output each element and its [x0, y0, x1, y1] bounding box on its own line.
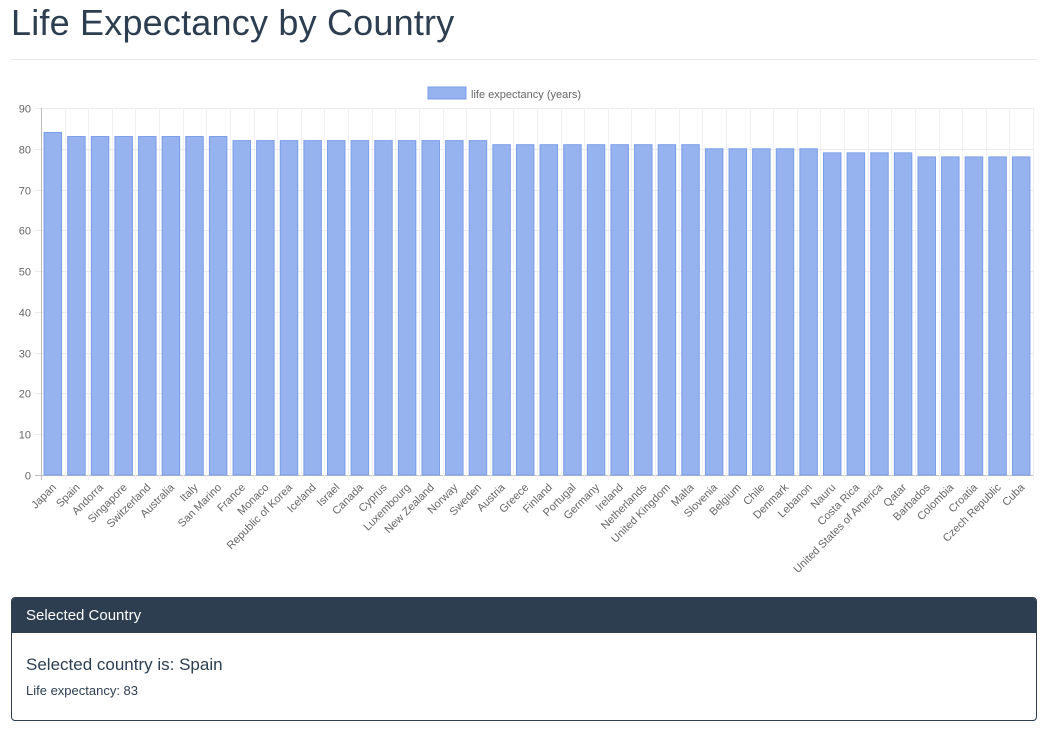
y-tick-label: 0 [25, 471, 31, 483]
bar-iceland[interactable] [303, 140, 322, 476]
bar-malta[interactable] [681, 144, 700, 476]
bar-cyprus[interactable] [374, 140, 393, 476]
bar-japan[interactable] [43, 131, 63, 476]
bar-slovenia[interactable] [704, 148, 724, 476]
y-tick-label: 30 [19, 349, 31, 361]
bar-germany[interactable] [586, 144, 606, 476]
selected-country-panel: Selected Country Selected country is: Sp… [11, 597, 1037, 721]
bar-czech-republic[interactable] [988, 156, 1007, 476]
bar-israel[interactable] [327, 140, 346, 476]
bar-andorra[interactable] [90, 136, 110, 476]
bar-barbados[interactable] [917, 156, 936, 476]
bar-ireland[interactable] [610, 144, 629, 476]
bar-cuba[interactable] [1011, 156, 1031, 476]
bar-chile[interactable] [752, 148, 771, 476]
y-tick-label: 90 [19, 104, 31, 116]
panel-heading: Selected Country [12, 598, 1036, 633]
bar-austria[interactable] [492, 144, 511, 476]
y-tick-label: 10 [19, 430, 31, 442]
bar-san-marino[interactable] [208, 136, 228, 476]
life-expectancy-bar-chart[interactable]: 0102030405060708090JapanSpainAndorraSing… [0, 0, 1050, 590]
legend-swatch[interactable] [427, 86, 467, 100]
bar-croatia[interactable] [964, 156, 984, 476]
bar-new-zealand[interactable] [421, 140, 440, 476]
bar-canada[interactable] [350, 140, 370, 476]
bar-luxembourg[interactable] [397, 140, 417, 476]
panel-body: Selected country is: Spain Life expectan… [12, 633, 1036, 711]
bar-spain[interactable] [67, 136, 86, 476]
bar-france[interactable] [232, 140, 252, 476]
legend-label[interactable]: life expectancy (years) [471, 89, 581, 101]
y-tick-label: 40 [19, 308, 31, 320]
bar-norway[interactable] [445, 140, 464, 476]
bar-portugal[interactable] [563, 144, 582, 476]
bar-nauru[interactable] [823, 152, 842, 476]
x-tick-label: Japan [29, 482, 59, 512]
bar-belgium[interactable] [728, 148, 748, 476]
y-tick-label: 70 [19, 186, 31, 198]
life-expectancy-text: Life expectancy: 83 [26, 683, 139, 698]
bar-united-states-of-america[interactable] [870, 152, 889, 476]
bar-finland[interactable] [539, 144, 559, 476]
y-tick-label: 50 [19, 267, 31, 279]
bar-singapore[interactable] [114, 136, 133, 476]
bar-australia[interactable] [161, 136, 181, 476]
bar-qatar[interactable] [893, 152, 913, 476]
bar-costa-rica[interactable] [846, 152, 866, 476]
bar-switzerland[interactable] [138, 136, 157, 476]
bar-denmark[interactable] [775, 148, 795, 476]
bar-sweden[interactable] [468, 140, 488, 476]
bar-lebanon[interactable] [799, 148, 818, 476]
page-title: Life Expectancy by Country [11, 2, 455, 43]
bar-colombia[interactable] [941, 156, 960, 476]
bar-greece[interactable] [515, 144, 535, 476]
y-tick-label: 20 [19, 389, 31, 401]
title-divider [11, 59, 1037, 60]
bar-united-kingdom[interactable] [657, 144, 677, 476]
y-tick-label: 60 [19, 226, 31, 238]
bar-monaco[interactable] [256, 140, 275, 476]
bar-italy[interactable] [185, 136, 204, 476]
bar-republic-of-korea[interactable] [279, 140, 299, 476]
x-tick-label: Cuba [1000, 481, 1028, 509]
bar-netherlands[interactable] [634, 144, 653, 476]
selected-country-text: Selected country is: Spain [26, 655, 223, 674]
y-tick-label: 80 [19, 145, 31, 157]
